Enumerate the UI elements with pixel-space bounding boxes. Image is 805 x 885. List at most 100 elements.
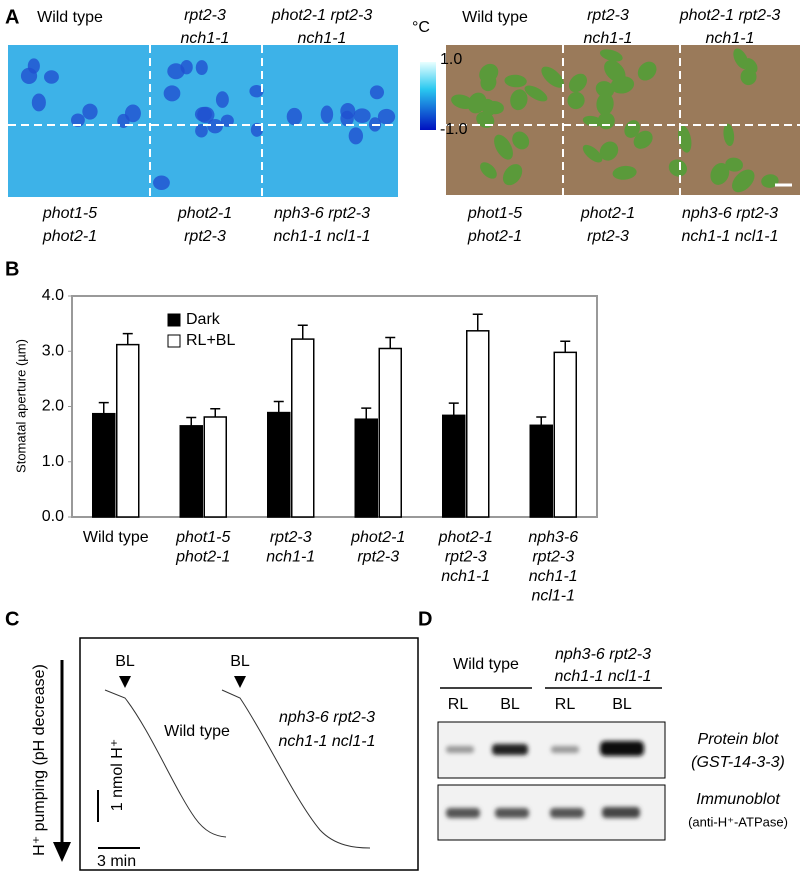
error-bar — [560, 340, 571, 353]
leaf — [612, 165, 637, 180]
plot-frame — [71, 295, 598, 518]
x-tick-label: phot1-5 — [175, 529, 230, 546]
panel-label: C — [5, 608, 19, 630]
bar — [442, 414, 466, 518]
y-tick-label: 1.0 — [42, 453, 64, 470]
x-tick-label: nch1-1 — [266, 549, 315, 566]
leaf — [215, 91, 229, 108]
leaf — [250, 122, 263, 137]
x-tick-label: nch1-1 — [441, 568, 490, 585]
bar — [529, 424, 553, 518]
leaf — [167, 63, 185, 80]
genotype-label: phot1-5 — [467, 205, 522, 222]
leaf — [124, 104, 141, 123]
leaf — [637, 61, 657, 81]
leaf — [197, 106, 215, 124]
stimulus-marker — [234, 676, 246, 688]
stimulus-marker — [119, 676, 131, 688]
error-bar — [210, 407, 221, 417]
y-axis-label: H⁺ pumping (pH decrease) — [31, 664, 48, 856]
bar — [291, 338, 315, 518]
x-tick-label: phot2-1 — [438, 529, 493, 546]
error-bar — [361, 407, 372, 420]
leaf — [710, 163, 730, 185]
genotype-label: nph3-6 rpt2-3 — [274, 205, 370, 222]
leaf — [610, 76, 635, 94]
leaf — [369, 85, 385, 100]
leaf — [44, 70, 59, 84]
leaf — [567, 91, 585, 110]
leaf — [195, 123, 208, 138]
leaf — [163, 85, 181, 102]
leaf — [220, 114, 234, 127]
leaf — [510, 89, 528, 111]
y-tick-label: 0.0 — [42, 508, 64, 525]
leaf — [595, 81, 615, 98]
leaf — [596, 92, 614, 116]
genotype-label: rpt2-3 — [587, 228, 629, 245]
x-tick-label: phot2-1 — [350, 529, 405, 546]
genotype-label: rpt2-3 — [184, 7, 226, 24]
group-label: nph3-6 rpt2-3 — [555, 646, 651, 663]
genotype-label: nch1-1 — [584, 30, 633, 47]
genotype-label: nch1-1 ncl1-1 — [274, 228, 371, 245]
leaf — [740, 68, 757, 86]
genotype-label: phot2-1 — [467, 228, 522, 245]
bar — [267, 411, 291, 518]
leaf — [582, 144, 603, 163]
group-label: nch1-1 ncl1-1 — [555, 668, 652, 685]
leaf — [479, 63, 499, 83]
stimulus: BL — [115, 653, 135, 670]
error-bar — [536, 416, 547, 426]
y-tick-label: 4.0 — [42, 287, 64, 304]
trace-frame — [79, 637, 419, 871]
leaf — [153, 175, 170, 190]
leaf — [668, 159, 688, 177]
leaf — [732, 169, 755, 193]
error-bar — [98, 401, 109, 414]
leaf — [348, 127, 364, 145]
colorbar-unit: °C — [412, 19, 430, 36]
leaf — [524, 85, 548, 102]
leaf — [494, 134, 513, 160]
lane-label: RL — [555, 696, 576, 713]
leaf — [485, 101, 504, 115]
leaf — [467, 92, 487, 114]
genotype-label: phot2-1 — [42, 228, 97, 245]
x-tick-label: nph3-6 — [528, 529, 578, 546]
genotype-label: phot2-1 — [177, 205, 232, 222]
leaf — [249, 84, 264, 98]
group-label: Wild type — [453, 656, 519, 673]
trace — [221, 689, 371, 849]
bar — [466, 330, 490, 518]
leaf — [541, 66, 564, 88]
colorbar — [420, 62, 436, 130]
genotype-label: phot2-1 rpt2-3 — [679, 7, 781, 24]
error-bar — [186, 416, 197, 426]
stimulus: BL — [230, 653, 250, 670]
legend-swatch — [167, 334, 181, 348]
genotype-label: phot2-1 rpt2-3 — [271, 7, 373, 24]
bar — [92, 412, 116, 518]
x-tick-label: rpt2-3 — [532, 549, 574, 566]
y-tick-label: 3.0 — [42, 342, 64, 359]
blot-label: (GST-14-3-3) — [691, 754, 785, 771]
bar — [354, 418, 378, 518]
bar — [203, 416, 227, 518]
leaf — [31, 93, 46, 112]
trace — [104, 689, 227, 838]
lane-label: RL — [448, 696, 469, 713]
trace-label: nch1-1 ncl1-1 — [279, 733, 376, 750]
bar — [179, 425, 203, 518]
trace-label: nph3-6 rpt2-3 — [279, 709, 375, 726]
leaf — [599, 49, 623, 62]
leaf — [71, 113, 85, 127]
x-tick-label: nch1-1 — [529, 568, 578, 585]
leaf — [340, 103, 356, 120]
blot-label: Immunoblot — [696, 791, 780, 808]
leaf — [207, 119, 223, 134]
x-tick-label: Wild type — [83, 529, 149, 546]
leaf — [633, 130, 653, 149]
leaf — [582, 115, 603, 127]
